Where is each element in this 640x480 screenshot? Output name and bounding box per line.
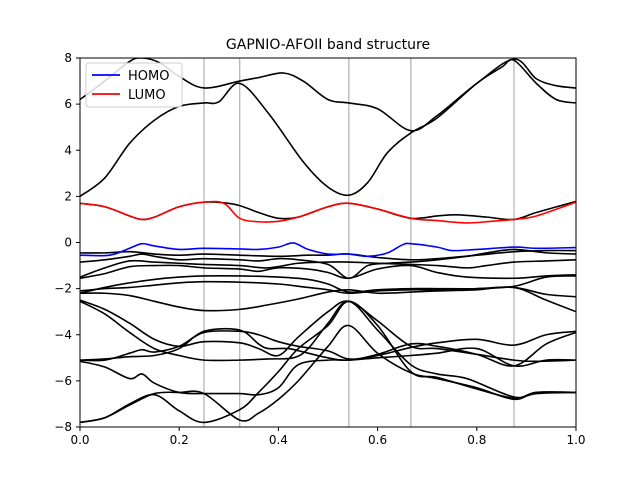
band-line-8	[80, 264, 576, 280]
legend: HOMO LUMO	[85, 62, 183, 108]
x-tick-label-5: 1.0	[566, 433, 585, 447]
y-tick-label-1: −6	[54, 374, 72, 388]
y-axis: −8 −6 −4 −2 0 2 4 6 8	[54, 51, 80, 434]
band-line-7	[80, 259, 576, 278]
y-tick-label-0: −8	[54, 420, 72, 434]
band-line-10	[80, 280, 576, 298]
homo-line	[80, 242, 576, 258]
y-tick-label-8: 8	[64, 51, 72, 65]
y-tick-label-2: −4	[54, 328, 72, 342]
x-tick-label-1: 0.2	[170, 433, 189, 447]
y-tick-label-4: 0	[64, 236, 72, 250]
kpoint-lines	[203, 58, 515, 427]
band-line-15	[80, 327, 576, 367]
x-tick-label-2: 0.4	[269, 433, 288, 447]
y-tick-label-5: 2	[64, 189, 72, 203]
band-line-11	[80, 286, 576, 313]
x-axis: 0.0 0.2 0.4 0.6 0.8 1.0	[70, 427, 586, 447]
chart-title: GAPNIO-AFOII band structure	[226, 37, 430, 53]
band-line-6	[80, 248, 576, 280]
x-tick-label-4: 0.8	[467, 433, 486, 447]
legend-homo-label: HOMO	[128, 69, 169, 84]
band-lines	[80, 58, 576, 424]
band-line-13	[80, 300, 576, 399]
y-tick-label-3: −2	[54, 282, 72, 296]
x-tick-label-3: 0.6	[368, 433, 387, 447]
band-line-5	[80, 249, 576, 261]
y-tick-label-6: 4	[64, 143, 72, 157]
band-line-17	[80, 300, 576, 424]
band-line-18	[80, 324, 576, 424]
legend-box	[85, 62, 183, 108]
y-tick-label-7: 6	[64, 97, 72, 111]
band-line-16	[80, 347, 576, 396]
legend-lumo-label: LUMO	[128, 88, 166, 103]
x-tick-label-0: 0.0	[70, 433, 89, 447]
lumo-line	[80, 200, 576, 224]
band-line-14	[80, 329, 576, 362]
